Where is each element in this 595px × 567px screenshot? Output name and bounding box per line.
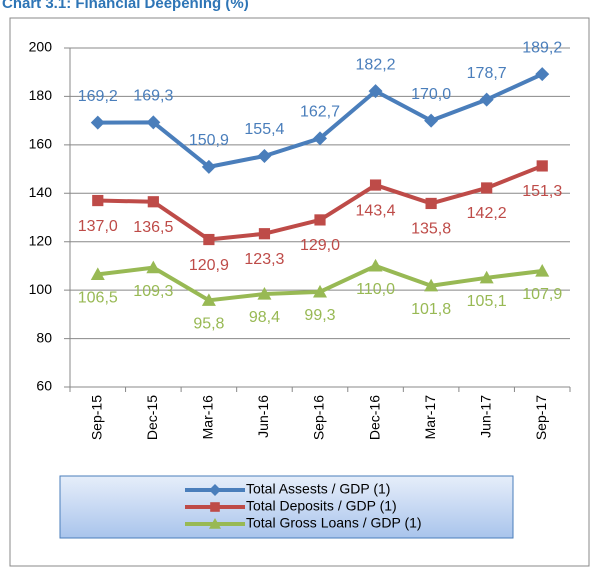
data-label: 136,5 <box>133 219 173 236</box>
marker <box>479 270 494 284</box>
marker <box>201 293 216 306</box>
x-tick-label: Mar-17 <box>422 395 438 440</box>
data-label: 150,9 <box>189 132 229 149</box>
y-tick-label: 100 <box>29 281 53 297</box>
y-tick-label: 180 <box>29 87 53 103</box>
legend-label: Total Deposits / GDP (1) <box>246 498 397 514</box>
marker <box>481 182 493 194</box>
y-tick-label: 140 <box>29 184 53 200</box>
marker <box>313 284 327 298</box>
data-label: 170,0 <box>411 86 451 103</box>
marker <box>258 228 271 240</box>
marker <box>257 148 272 163</box>
marker <box>209 518 221 529</box>
chart-frame <box>9 17 590 567</box>
data-label: 129,0 <box>300 237 340 254</box>
marker <box>90 115 105 130</box>
marker <box>535 67 550 82</box>
data-label: 137,0 <box>78 218 118 235</box>
marker <box>424 113 439 128</box>
data-label: 169,2 <box>78 88 118 105</box>
data-label: 98,4 <box>249 309 280 326</box>
legend-label: Total Assests / GDP (1) <box>246 481 390 497</box>
data-label: 107,9 <box>522 286 562 303</box>
x-tick-label: Dec-16 <box>366 395 382 440</box>
marker <box>369 179 382 191</box>
marker <box>425 197 437 210</box>
data-label: 182,2 <box>356 56 396 73</box>
marker <box>424 278 439 292</box>
data-label: 151,3 <box>522 183 562 200</box>
data-label: 120,9 <box>189 257 229 274</box>
marker <box>536 160 548 172</box>
marker <box>257 287 272 300</box>
x-tick-label: Sep-17 <box>533 395 549 440</box>
data-label: 109,3 <box>133 283 173 300</box>
data-label: 110,0 <box>356 281 395 298</box>
legend-label: Total Gross Loans / GDP (1) <box>246 515 422 531</box>
y-tick-label: 120 <box>29 232 53 248</box>
marker <box>314 214 326 226</box>
x-tick-label: Mar-16 <box>200 395 216 440</box>
data-label: 178,7 <box>467 65 507 82</box>
marker <box>210 502 220 512</box>
data-label: 155,4 <box>244 121 284 138</box>
y-tick-label: 200 <box>29 39 53 55</box>
data-label: 189,2 <box>522 39 562 56</box>
data-label: 162,7 <box>300 104 340 121</box>
marker <box>209 484 221 496</box>
data-label: 143,4 <box>356 202 396 219</box>
marker <box>535 264 550 277</box>
data-label: 142,2 <box>467 205 507 222</box>
marker <box>201 159 216 174</box>
marker <box>368 84 383 99</box>
marker <box>368 258 383 272</box>
chart-title: Chart 3.1: Financial Deepening (%) <box>2 0 249 12</box>
data-label: 105,1 <box>467 293 507 310</box>
x-tick-label: Sep-16 <box>311 395 327 440</box>
x-tick-label: Dec-15 <box>144 395 160 440</box>
data-label: 135,8 <box>411 221 451 238</box>
data-label: 106,5 <box>78 290 118 307</box>
marker <box>90 267 105 281</box>
y-tick-label: 80 <box>36 329 52 345</box>
x-tick-label: Sep-15 <box>88 395 104 440</box>
data-label: 101,8 <box>411 301 451 318</box>
marker <box>313 131 327 146</box>
x-tick-label: Jun-16 <box>255 395 271 438</box>
marker <box>479 92 494 107</box>
y-tick-label: 60 <box>36 378 52 394</box>
y-tick-label: 160 <box>29 136 53 152</box>
data-label: 169,3 <box>133 88 173 105</box>
x-tick-label: Jun-17 <box>477 395 493 438</box>
legend-box <box>59 475 514 539</box>
data-label: 123,3 <box>244 251 284 268</box>
data-label: 99,3 <box>304 307 335 324</box>
marker <box>203 233 215 246</box>
data-label: 95,8 <box>193 316 224 333</box>
marker <box>147 196 159 208</box>
marker <box>146 115 161 130</box>
marker <box>92 194 104 207</box>
marker <box>146 260 161 274</box>
